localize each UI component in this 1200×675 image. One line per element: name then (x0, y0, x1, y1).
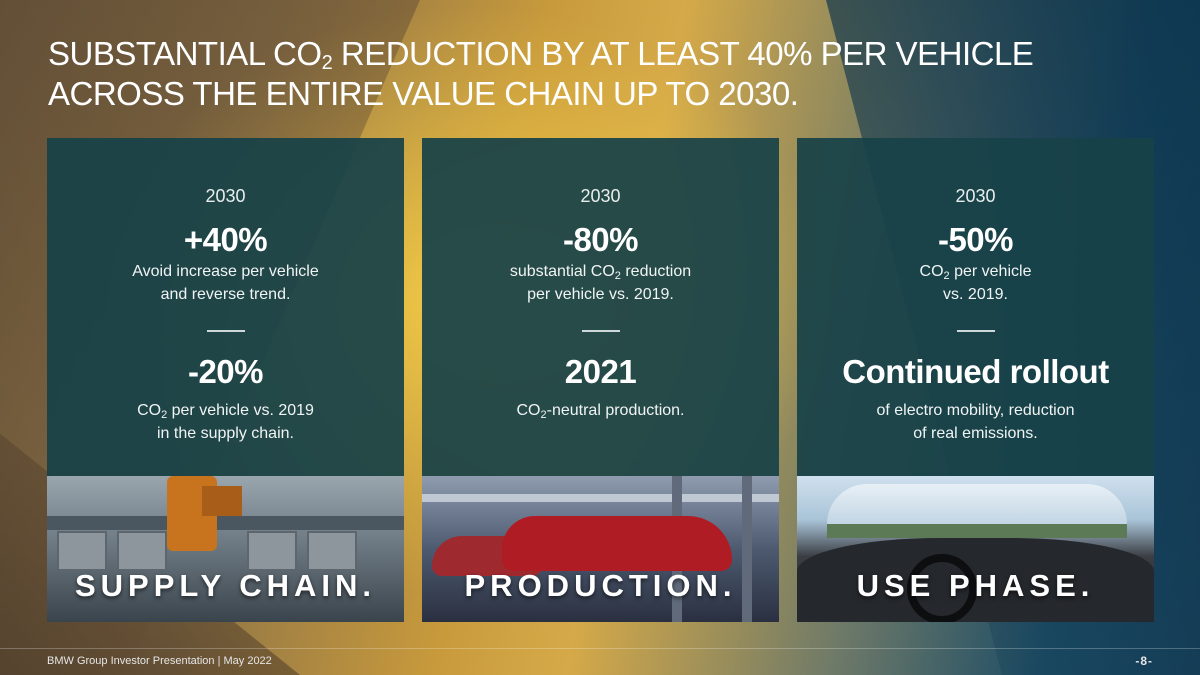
secondary-figure: -20% (187, 353, 264, 390)
title-line-1: SUBSTANTIAL CO2 REDUCTION BY AT LEAST 40… (48, 35, 1034, 74)
secondary-figure: Continued rollout (842, 353, 1109, 390)
page-title: SUBSTANTIAL CO2 REDUCTION BY AT LEAST 40… (48, 34, 1148, 114)
figure-description: Avoid increase per vehicle and reverse t… (132, 263, 319, 303)
panel-supply-chain: 2030 +40% Avoid increase per vehicle and… (47, 138, 404, 622)
divider (581, 330, 620, 332)
page-number: -8- (1135, 654, 1153, 668)
panel-info: 2030 +40% Avoid increase per vehicle and… (47, 138, 404, 476)
target-year: 2030 (955, 186, 996, 206)
headline-figure: +40% (183, 221, 268, 258)
target-year: 2030 (205, 186, 246, 206)
footer-text: BMW Group Investor Presentation | May 20… (47, 655, 272, 667)
panel-use-phase: 2030 -50% CO2 per vehicle vs. 2019. Cont… (797, 138, 1154, 622)
headline-figure: -50% (937, 221, 1014, 258)
panel-production: 2030 -80% substantial CO2 reduction per … (422, 138, 779, 622)
divider (206, 330, 245, 332)
panel-label: PRODUCTION. (464, 568, 737, 603)
figure-description: substantial CO2 reduction per vehicle vs… (509, 263, 692, 303)
secondary-description: of electro mobility, reduction of real e… (876, 402, 1075, 442)
use-phase-photo: USE PHASE. (797, 476, 1154, 622)
panel-label: USE PHASE. (856, 568, 1095, 603)
footer-divider (0, 648, 1200, 649)
figure-description: CO2 per vehicle vs. 2019. (919, 263, 1032, 303)
divider (956, 330, 995, 332)
panel-info: 2030 -80% substantial CO2 reduction per … (422, 138, 779, 476)
headline-figure: -80% (562, 221, 639, 258)
secondary-description: CO2-neutral production. (516, 402, 685, 421)
production-photo: PRODUCTION. (422, 476, 779, 622)
panel-label: SUPPLY CHAIN. (74, 568, 376, 603)
target-year: 2030 (580, 186, 621, 206)
supply-chain-photo: SUPPLY CHAIN. (47, 476, 404, 622)
panel-info: 2030 -50% CO2 per vehicle vs. 2019. Cont… (797, 138, 1154, 476)
title-line-2: ACROSS THE ENTIRE VALUE CHAIN UP TO 2030… (48, 75, 799, 112)
secondary-description: CO2 per vehicle vs. 2019 in the supply c… (137, 402, 314, 442)
secondary-figure: 2021 (564, 353, 637, 390)
